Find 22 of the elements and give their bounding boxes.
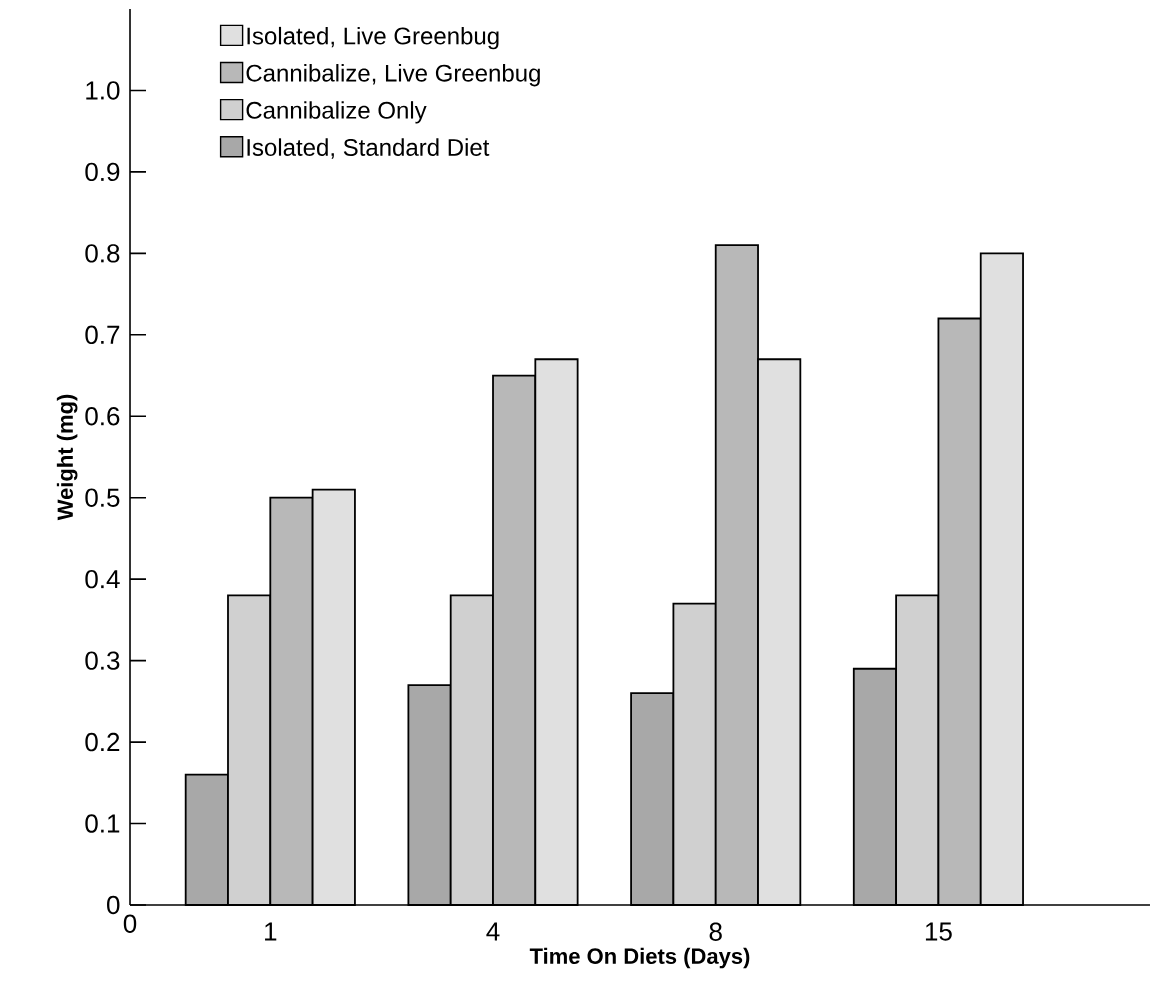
y-tick-label: 0.8 <box>85 244 120 263</box>
text: 0 <box>123 914 137 933</box>
x-tick-label: 1 <box>265 922 277 941</box>
legend-label: Isolated, Live Greenbug <box>247 26 499 50</box>
x-axis-title: Time On Diets (Days) <box>529 947 750 969</box>
y-tick-label: 0.9 <box>85 162 120 182</box>
y-axis-title: Weight (mg) <box>56 394 78 521</box>
y-tick-label: 0.4 <box>85 569 120 589</box>
y-tick-label: 0.1 <box>85 814 120 833</box>
y-tick-label: 0.3 <box>85 651 120 670</box>
y-tick-label: 0 <box>107 895 120 915</box>
y-tick-label: 0.7 <box>85 325 120 345</box>
x-tick-label: 8 <box>709 922 722 941</box>
legend-label: Cannibalize Only <box>246 101 427 124</box>
x-tick-label: 4 <box>486 922 500 941</box>
legend-label: Isolated, Standard Diet <box>247 138 490 159</box>
legend-label: Cannibalize, Live Greenbug <box>246 64 540 87</box>
y-tick-label: 1.0 <box>86 81 120 100</box>
x-tick-label: 15 <box>925 922 952 941</box>
y-tick-label: 0.2 <box>85 732 120 752</box>
y-tick-label: 0.5 <box>85 488 120 507</box>
y-tick-label: 0.6 <box>85 407 120 426</box>
